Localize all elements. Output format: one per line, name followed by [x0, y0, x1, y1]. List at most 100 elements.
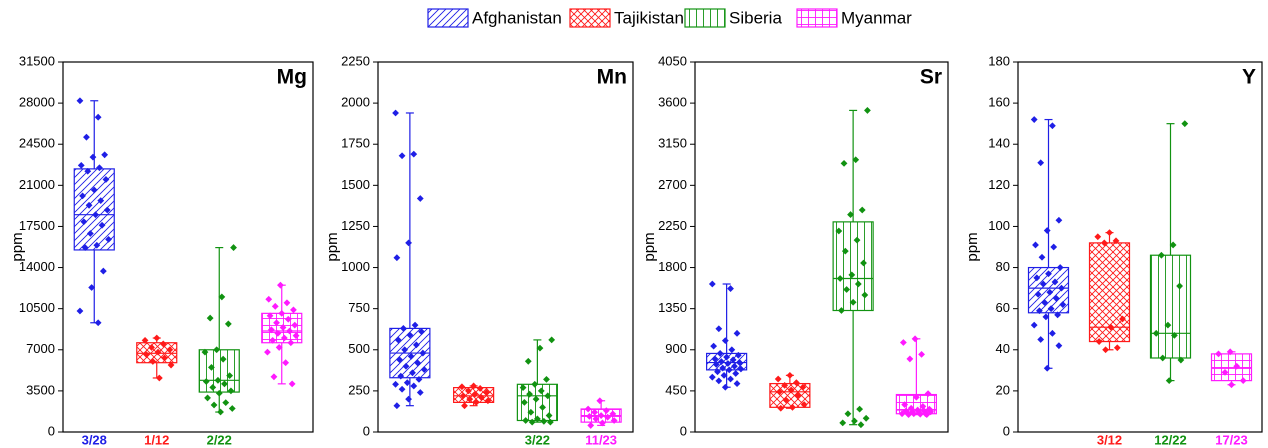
- data-point: [545, 412, 553, 419]
- data-point: [916, 410, 924, 418]
- data-point: [278, 309, 286, 317]
- data-point: [531, 380, 539, 388]
- data-point: [1041, 299, 1048, 306]
- y-tick-label: 3500: [26, 382, 55, 397]
- data-point: [466, 395, 474, 403]
- data-point: [410, 382, 418, 390]
- data-point: [403, 379, 411, 387]
- data-point: [604, 413, 612, 421]
- data-point: [1050, 243, 1058, 251]
- data-point: [543, 375, 550, 383]
- data-point: [734, 351, 742, 359]
- data-point: [533, 415, 541, 423]
- y-tick-label: 31500: [19, 53, 55, 68]
- data-point: [1038, 253, 1046, 261]
- data-point: [721, 383, 729, 391]
- data-point: [526, 390, 533, 398]
- data-point: [540, 417, 548, 425]
- data-point: [282, 359, 290, 367]
- data-point: [536, 344, 544, 352]
- data-point: [1152, 329, 1160, 337]
- data-point: [394, 336, 402, 344]
- data-point: [733, 380, 741, 387]
- y-tick-label: 1250: [341, 218, 370, 233]
- data-point: [710, 342, 718, 350]
- data-point: [532, 395, 540, 403]
- data-point: [774, 375, 782, 383]
- data-point: [204, 394, 211, 402]
- data-point: [910, 410, 918, 418]
- data-point: [539, 403, 546, 411]
- y-tick-label: 1750: [341, 136, 370, 151]
- y-tick-label: 10500: [19, 300, 55, 315]
- y-tick-label: 60: [996, 300, 1010, 315]
- y-tick-label: 0: [1003, 423, 1010, 438]
- data-point: [1094, 233, 1102, 241]
- data-point: [99, 267, 107, 275]
- data-point: [1119, 315, 1126, 323]
- data-point: [718, 358, 725, 366]
- data-point: [266, 312, 274, 320]
- data-point: [1171, 331, 1178, 339]
- data-point: [1233, 362, 1241, 370]
- data-point: [81, 244, 89, 251]
- y-tick-label: 140: [988, 136, 1010, 151]
- data-point: [98, 221, 106, 229]
- data-point: [267, 326, 275, 334]
- data-point: [714, 368, 721, 376]
- data-point: [715, 377, 723, 385]
- data-point: [836, 275, 844, 282]
- data-point: [1055, 342, 1063, 350]
- data-point: [776, 388, 783, 396]
- group-note: 2/22: [207, 432, 232, 447]
- data-point: [406, 331, 414, 339]
- legend-swatch: [796, 8, 838, 28]
- data-point: [96, 164, 103, 172]
- data-point: [711, 355, 719, 363]
- data-point: [83, 133, 90, 141]
- data-point: [1047, 305, 1055, 313]
- y-tick-label: 20: [996, 382, 1010, 397]
- data-point: [478, 394, 485, 401]
- data-point: [719, 364, 727, 372]
- data-point: [1158, 251, 1165, 259]
- data-point: [736, 359, 744, 366]
- plot-frame: [694, 61, 949, 433]
- data-point: [288, 380, 296, 388]
- data-point: [537, 387, 545, 395]
- box: [1149, 254, 1192, 359]
- data-point: [843, 286, 851, 293]
- data-point: [841, 247, 849, 255]
- y-axis-label: ppm: [964, 232, 981, 261]
- data-point: [848, 271, 856, 279]
- data-point: [84, 167, 92, 175]
- data-point: [97, 197, 105, 205]
- data-point: [899, 339, 907, 346]
- data-point: [861, 291, 869, 299]
- data-point: [414, 359, 422, 367]
- data-point: [290, 306, 297, 314]
- data-point: [88, 284, 96, 291]
- data-point: [737, 365, 745, 373]
- data-point: [213, 346, 221, 354]
- plot-frame: [1017, 61, 1263, 433]
- y-tick-label: 2700: [658, 177, 687, 192]
- data-point: [476, 385, 484, 392]
- data-point: [94, 319, 102, 327]
- data-point: [214, 376, 222, 384]
- data-point: [729, 356, 737, 364]
- data-point: [924, 390, 932, 398]
- box: [832, 221, 874, 312]
- data-point: [459, 392, 467, 400]
- data-point: [732, 370, 740, 377]
- y-tick-label: 160: [988, 95, 1010, 110]
- y-tick-label: 250: [348, 382, 370, 397]
- data-point: [1113, 344, 1121, 352]
- legend-swatch: [569, 8, 611, 28]
- data-point: [597, 412, 605, 419]
- data-point: [92, 211, 99, 219]
- data-point: [858, 206, 866, 214]
- data-point: [105, 235, 112, 243]
- data-point: [409, 369, 416, 377]
- data-point: [1169, 241, 1177, 249]
